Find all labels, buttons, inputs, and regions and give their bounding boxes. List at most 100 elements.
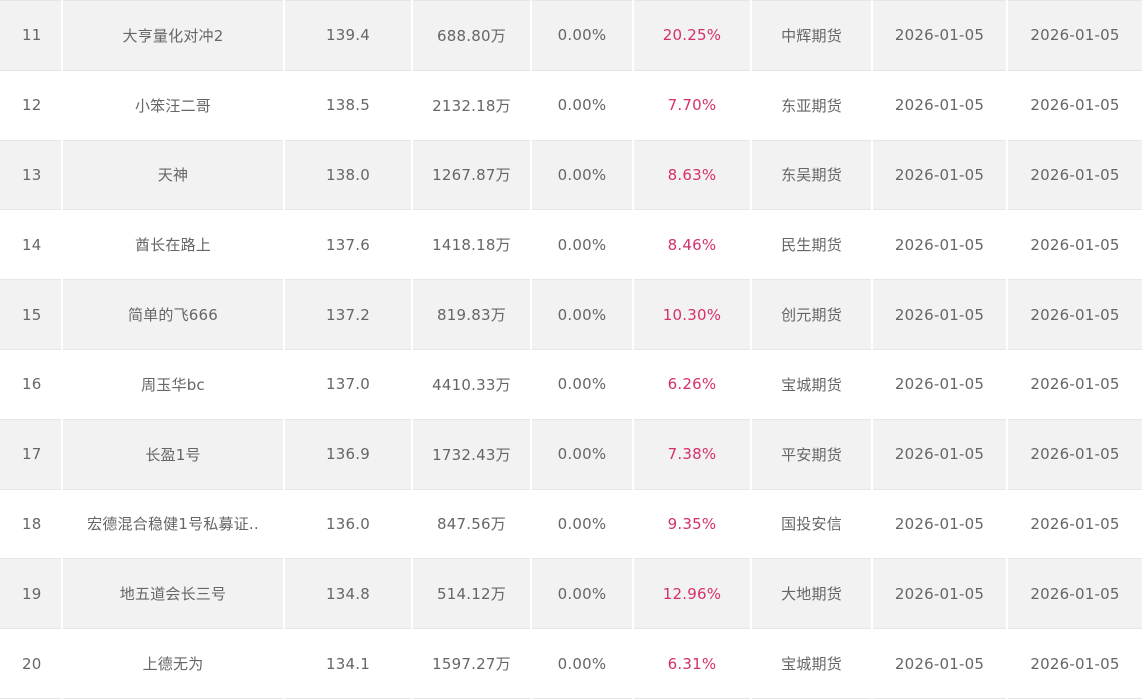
scale-cell: 688.80万: [412, 0, 532, 71]
broker-cell: 东吴期货: [751, 140, 873, 211]
rank-cell: 13: [0, 140, 63, 211]
table-row[interactable]: 15 简单的飞666 137.2 819.83万 0.00% 10.30% 创元…: [0, 279, 1143, 350]
percent-cell: 0.00%: [531, 489, 634, 560]
table-row[interactable]: 16 周玉华bc 137.0 4410.33万 0.00% 6.26% 宝城期货…: [0, 349, 1143, 420]
net-value-cell: 137.6: [284, 209, 413, 281]
table-row[interactable]: 19 地五道会长三号 134.8 514.12万 0.00% 12.96% 大地…: [0, 558, 1143, 630]
update-date-cell: 2026-01-05: [1007, 558, 1143, 630]
broker-cell: 宝城期货: [751, 628, 873, 699]
scale-cell: 514.12万: [412, 558, 532, 630]
return-cell: 7.70%: [633, 70, 752, 141]
table-row[interactable]: 12 小笨汪二哥 138.5 2132.18万 0.00% 7.70% 东亚期货…: [0, 70, 1143, 141]
account-name-cell[interactable]: 长盈1号: [62, 419, 285, 490]
update-date-cell: 2026-01-05: [1007, 628, 1143, 699]
percent-cell: 0.00%: [531, 279, 634, 350]
scale-cell: 847.56万: [412, 489, 532, 560]
percent-cell: 0.00%: [531, 140, 634, 211]
scale-cell: 1267.87万: [412, 140, 532, 211]
table-row[interactable]: 14 酋长在路上 137.6 1418.18万 0.00% 8.46% 民生期货…: [0, 209, 1143, 281]
return-cell: 10.30%: [633, 279, 752, 350]
account-name-cell[interactable]: 天神: [62, 140, 285, 211]
update-date-cell: 2026-01-05: [1007, 140, 1143, 211]
start-date-cell: 2026-01-05: [872, 279, 1008, 350]
start-date-cell: 2026-01-05: [872, 209, 1008, 281]
account-name-cell[interactable]: 地五道会长三号: [62, 558, 285, 630]
broker-cell: 平安期货: [751, 419, 873, 490]
table-row[interactable]: 20 上德无为 134.1 1597.27万 0.00% 6.31% 宝城期货 …: [0, 628, 1143, 699]
return-cell: 6.31%: [633, 628, 752, 699]
broker-cell: 创元期货: [751, 279, 873, 350]
update-date-cell: 2026-01-05: [1007, 489, 1143, 560]
start-date-cell: 2026-01-05: [872, 70, 1008, 141]
scale-cell: 2132.18万: [412, 70, 532, 141]
start-date-cell: 2026-01-05: [872, 140, 1008, 211]
rank-cell: 16: [0, 349, 63, 420]
return-cell: 8.63%: [633, 140, 752, 211]
percent-cell: 0.00%: [531, 558, 634, 630]
rank-cell: 14: [0, 209, 63, 281]
net-value-cell: 134.1: [284, 628, 413, 699]
percent-cell: 0.00%: [531, 0, 634, 71]
rank-cell: 15: [0, 279, 63, 350]
update-date-cell: 2026-01-05: [1007, 209, 1143, 281]
broker-cell: 中辉期货: [751, 0, 873, 71]
percent-cell: 0.00%: [531, 628, 634, 699]
return-cell: 20.25%: [633, 0, 752, 71]
percent-cell: 0.00%: [531, 419, 634, 490]
net-value-cell: 137.0: [284, 349, 413, 420]
net-value-cell: 136.9: [284, 419, 413, 490]
net-value-cell: 137.2: [284, 279, 413, 350]
percent-cell: 0.00%: [531, 70, 634, 141]
net-value-cell: 136.0: [284, 489, 413, 560]
scale-cell: 819.83万: [412, 279, 532, 350]
broker-cell: 民生期货: [751, 209, 873, 281]
start-date-cell: 2026-01-05: [872, 489, 1008, 560]
start-date-cell: 2026-01-05: [872, 0, 1008, 71]
broker-cell: 宝城期货: [751, 349, 873, 420]
net-value-cell: 138.0: [284, 140, 413, 211]
account-name-cell[interactable]: 简单的飞666: [62, 279, 285, 350]
table-row[interactable]: 11 大亨量化对冲2 139.4 688.80万 0.00% 20.25% 中辉…: [0, 0, 1143, 71]
broker-cell: 大地期货: [751, 558, 873, 630]
update-date-cell: 2026-01-05: [1007, 0, 1143, 71]
account-name-cell[interactable]: 宏德混合稳健1号私募证..: [62, 489, 285, 560]
table-row[interactable]: 18 宏德混合稳健1号私募证.. 136.0 847.56万 0.00% 9.3…: [0, 489, 1143, 560]
net-value-cell: 139.4: [284, 0, 413, 71]
scale-cell: 1418.18万: [412, 209, 532, 281]
account-name-cell[interactable]: 小笨汪二哥: [62, 70, 285, 141]
return-cell: 12.96%: [633, 558, 752, 630]
rank-cell: 19: [0, 558, 63, 630]
return-cell: 6.26%: [633, 349, 752, 420]
start-date-cell: 2026-01-05: [872, 419, 1008, 490]
start-date-cell: 2026-01-05: [872, 349, 1008, 420]
account-name-cell[interactable]: 上德无为: [62, 628, 285, 699]
account-name-cell[interactable]: 酋长在路上: [62, 209, 285, 281]
rank-cell: 20: [0, 628, 63, 699]
net-value-cell: 138.5: [284, 70, 413, 141]
scale-cell: 1732.43万: [412, 419, 532, 490]
return-cell: 8.46%: [633, 209, 752, 281]
account-name-cell[interactable]: 周玉华bc: [62, 349, 285, 420]
scale-cell: 1597.27万: [412, 628, 532, 699]
table-row[interactable]: 17 长盈1号 136.9 1732.43万 0.00% 7.38% 平安期货 …: [0, 419, 1143, 490]
broker-cell: 东亚期货: [751, 70, 873, 141]
table-row[interactable]: 13 天神 138.0 1267.87万 0.00% 8.63% 东吴期货 20…: [0, 140, 1143, 211]
update-date-cell: 2026-01-05: [1007, 349, 1143, 420]
percent-cell: 0.00%: [531, 349, 634, 420]
account-name-cell[interactable]: 大亨量化对冲2: [62, 0, 285, 71]
scale-cell: 4410.33万: [412, 349, 532, 420]
start-date-cell: 2026-01-05: [872, 558, 1008, 630]
rank-cell: 18: [0, 489, 63, 560]
net-value-cell: 134.8: [284, 558, 413, 630]
return-cell: 7.38%: [633, 419, 752, 490]
update-date-cell: 2026-01-05: [1007, 279, 1143, 350]
return-cell: 9.35%: [633, 489, 752, 560]
rank-cell: 12: [0, 70, 63, 141]
start-date-cell: 2026-01-05: [872, 628, 1008, 699]
update-date-cell: 2026-01-05: [1007, 419, 1143, 490]
rank-cell: 11: [0, 0, 63, 71]
update-date-cell: 2026-01-05: [1007, 70, 1143, 141]
broker-cell: 国投安信: [751, 489, 873, 560]
